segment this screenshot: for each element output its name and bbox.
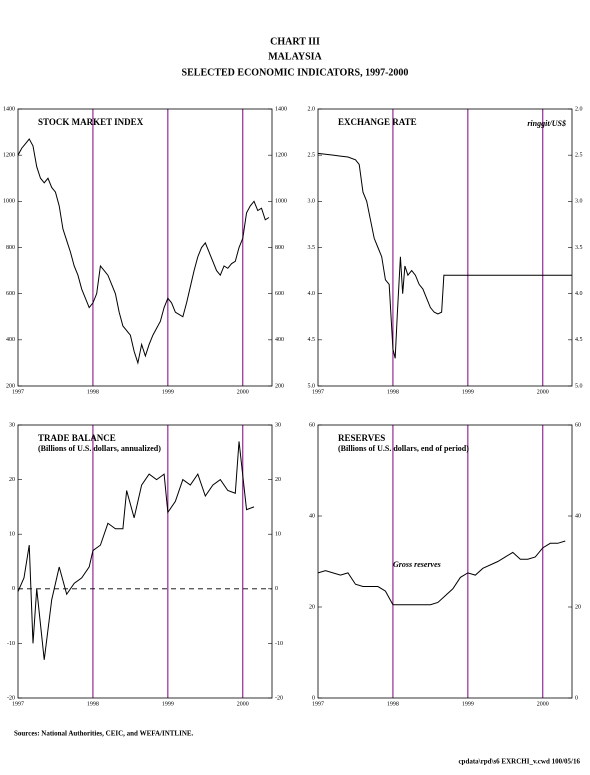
x-tick-label: 1999 xyxy=(162,389,174,395)
data-line xyxy=(317,540,566,606)
y-tick-label: 5.0 xyxy=(308,383,316,389)
y-tick-label-right: 0 xyxy=(575,695,578,701)
y-tick-label-right: 0 xyxy=(275,586,278,592)
x-tick-label: 1999 xyxy=(462,389,474,395)
y-tick-label-right: 1400 xyxy=(275,106,287,112)
header-line: CHART III xyxy=(270,36,320,47)
y-tick-label: 1000 xyxy=(3,199,15,205)
y-tick-label-right: 30 xyxy=(275,422,281,428)
y-tick-label-right: 1200 xyxy=(275,153,287,159)
panel-subtitle: (Billions of U.S. dollars, end of period… xyxy=(338,444,469,453)
x-tick-label: 1997 xyxy=(312,701,324,707)
panel: 200 200 400 400 600 600 800 800 1000 1000 1200 1200… xyxy=(3,106,287,395)
x-tick-label: 2000 xyxy=(237,701,249,707)
y-tick-label: 20 xyxy=(9,477,15,483)
y-tick-label-right: 20 xyxy=(575,604,581,610)
y-tick-label: -10 xyxy=(7,641,15,647)
y-tick-label: 0 xyxy=(312,695,315,701)
y-tick-label: 3.0 xyxy=(308,199,316,205)
y-tick-label-right: 10 xyxy=(275,532,281,538)
panel-title: STOCK MARKET INDEX xyxy=(38,117,144,127)
y-tick-label-right: -10 xyxy=(275,641,283,647)
source-note: Sources: National Authorities, CEIC, and… xyxy=(14,730,194,738)
panel-title: TRADE BALANCE xyxy=(38,433,116,443)
y-tick-label: 1400 xyxy=(3,106,15,112)
x-tick-label: 2000 xyxy=(537,701,549,707)
panel-title: RESERVES xyxy=(338,433,385,443)
y-tick-label: 30 xyxy=(9,422,15,428)
y-tick-label: 600 xyxy=(6,291,15,297)
x-tick-label: 2000 xyxy=(537,389,549,395)
header-line: MALAYSIA xyxy=(268,51,322,62)
y-tick-label-right: 4.0 xyxy=(575,291,583,297)
x-tick-label: 1998 xyxy=(387,701,399,707)
plot-frame xyxy=(17,108,273,387)
panel: 0 0 20 20 40 40 60 60 1997 1998 1999 2000 RESERVES(B… xyxy=(309,422,581,707)
x-tick-label: 1997 xyxy=(12,701,24,707)
annotation: Gross reserves xyxy=(393,560,441,569)
y-tick-label-right: 60 xyxy=(575,422,581,428)
plot-frame xyxy=(317,108,573,387)
file-note: cpdata\rpd\s6 EXRCHI_v.cwd 100/05/16 xyxy=(458,758,580,766)
y-tick-label: 4.5 xyxy=(308,337,316,343)
x-tick-label: 1998 xyxy=(87,701,99,707)
y-tick-label: 2.0 xyxy=(308,106,316,112)
y-tick-label-right: 4.5 xyxy=(575,337,583,343)
data-line xyxy=(17,138,270,365)
y-tick-label: 3.5 xyxy=(308,245,316,251)
y-tick-label-right: 200 xyxy=(275,383,284,389)
y-tick-label: 60 xyxy=(309,422,315,428)
y-tick-label: 40 xyxy=(309,513,315,519)
y-tick-label-right: 400 xyxy=(275,337,284,343)
y-tick-label-right: 5.0 xyxy=(575,383,583,389)
panel: -20 -20 -10 -10 0 0 10 10 20 20 30 30 1997 1998 1999 20… xyxy=(7,422,283,707)
data-line xyxy=(317,152,572,359)
y-tick-label-right: 20 xyxy=(275,477,281,483)
x-tick-label: 1999 xyxy=(462,701,474,707)
y-tick-label: 800 xyxy=(6,245,15,251)
y-tick-label-right: 600 xyxy=(275,291,284,297)
y-tick-label: 20 xyxy=(309,604,315,610)
y-tick-label: 1200 xyxy=(3,153,15,159)
x-tick-label: 2000 xyxy=(237,389,249,395)
y-tick-label: 0 xyxy=(12,586,15,592)
y-tick-label-right: 3.0 xyxy=(575,199,583,205)
y-tick-label-right: 800 xyxy=(275,245,284,251)
panel-subtitle: (Billions of U.S. dollars, annualized) xyxy=(38,444,161,453)
x-tick-label: 1999 xyxy=(162,701,174,707)
y-tick-label-right: 1000 xyxy=(275,199,287,205)
y-tick-label: 200 xyxy=(6,383,15,389)
y-tick-label: 10 xyxy=(9,532,15,538)
y-tick-label: 2.5 xyxy=(308,153,316,159)
y-tick-label: 4.0 xyxy=(308,291,316,297)
y-tick-label-right: 2.5 xyxy=(575,153,583,159)
x-tick-label: 1997 xyxy=(312,389,324,395)
y-tick-label: 400 xyxy=(6,337,15,343)
x-tick-label: 1998 xyxy=(87,389,99,395)
plot-frame xyxy=(17,424,273,699)
y-tick-label-right: -20 xyxy=(275,695,283,701)
y-tick-label-right: 40 xyxy=(575,513,581,519)
x-tick-label: 1998 xyxy=(387,389,399,395)
x-tick-label: 1997 xyxy=(12,389,24,395)
panel-title: EXCHANGE RATE xyxy=(338,117,417,127)
plot-frame xyxy=(317,424,573,699)
y-tick-label-right: 2.0 xyxy=(575,106,583,112)
header-line: SELECTED ECONOMIC INDICATORS, 1997-2000 xyxy=(182,67,409,78)
y-tick-label: -20 xyxy=(7,695,15,701)
panel: 2.0 2.0 2.5 2.5 3.0 3.0 3.5 3.5 4.0 4.0 4.5 4.5 5.0 5… xyxy=(308,106,583,395)
data-line xyxy=(17,441,255,660)
annotation: ringgit/US$ xyxy=(527,119,566,128)
y-tick-label-right: 3.5 xyxy=(575,245,583,251)
